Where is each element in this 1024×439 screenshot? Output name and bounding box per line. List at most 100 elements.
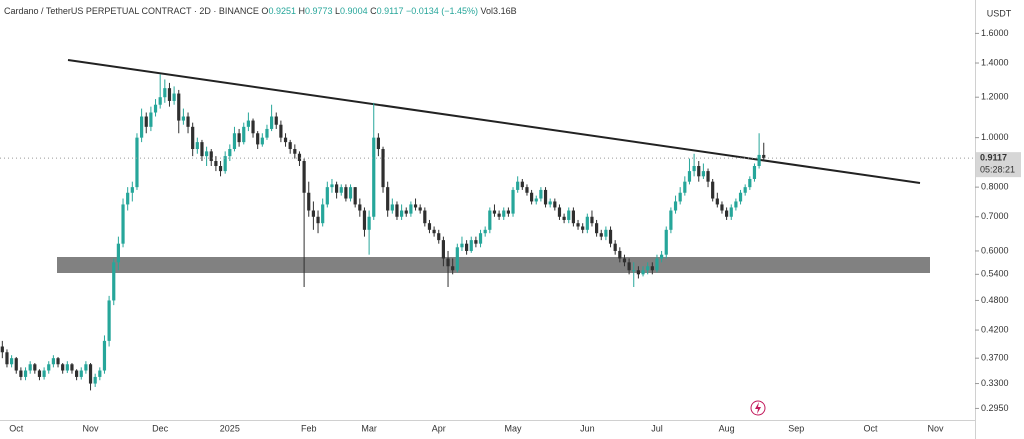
candle-body xyxy=(613,243,617,251)
candle-body xyxy=(88,364,93,384)
candle-body xyxy=(706,171,710,182)
candle-body xyxy=(242,126,246,143)
candle-body xyxy=(84,364,88,371)
candle-body xyxy=(61,364,65,371)
candle-body xyxy=(636,270,640,275)
candle-body xyxy=(437,233,441,241)
x-tick-label: Jun xyxy=(580,423,595,433)
candle-body xyxy=(288,142,292,150)
ohlc-key: H xyxy=(298,6,305,16)
y-tick-label: 1.2000 xyxy=(981,92,1009,102)
candle-body xyxy=(260,137,264,145)
candle-body xyxy=(432,229,436,234)
symbol: Cardano / TetherUS PERPETUAL CONTRACT · … xyxy=(4,6,259,16)
candle-body xyxy=(158,97,162,105)
candle-body xyxy=(738,192,743,202)
candle-body xyxy=(140,116,144,138)
candle-body xyxy=(311,210,315,217)
candle-body xyxy=(673,201,678,211)
candle-body xyxy=(209,151,213,162)
candle-body xyxy=(400,210,404,217)
candle-body xyxy=(590,216,594,224)
candle-body xyxy=(460,243,464,248)
y-tick-label: 0.5400 xyxy=(981,269,1009,279)
candle-body xyxy=(37,370,42,377)
candle-body xyxy=(126,192,130,205)
candle-body xyxy=(279,124,283,138)
candle-body xyxy=(469,240,473,251)
candle-body xyxy=(516,181,520,190)
candle-body xyxy=(632,270,636,272)
volume: Vol3.16B xyxy=(481,6,517,16)
candle-body xyxy=(0,346,4,353)
candle-body xyxy=(427,223,432,230)
candle-body xyxy=(683,181,687,193)
candle-body xyxy=(395,204,399,217)
candle-body xyxy=(492,210,497,214)
candle-body xyxy=(181,116,185,121)
candle-body xyxy=(441,240,445,259)
candle-body xyxy=(390,204,394,211)
candle-body xyxy=(664,229,668,255)
candle-body xyxy=(172,93,176,101)
candle-body xyxy=(748,178,752,188)
candle-body xyxy=(506,210,510,214)
candle-body xyxy=(358,204,362,211)
candle-body xyxy=(451,266,455,271)
candle-body xyxy=(223,156,227,172)
trendline xyxy=(67,59,921,184)
candle-body xyxy=(33,364,37,371)
candle-body xyxy=(539,189,543,199)
candle-body xyxy=(163,88,167,98)
candle-body xyxy=(251,120,255,134)
candle-body xyxy=(228,149,232,157)
candle-body xyxy=(465,243,469,251)
candle-body xyxy=(669,210,673,230)
y-tick-label: 0.7000 xyxy=(981,211,1009,221)
candle-body xyxy=(409,204,413,214)
candle-body xyxy=(711,181,715,199)
x-tick-label: Mar xyxy=(361,423,377,433)
candle-body xyxy=(372,137,376,217)
candle-body xyxy=(557,207,562,217)
candle-body xyxy=(70,364,74,371)
candle-body xyxy=(51,358,55,365)
candle-body xyxy=(232,133,237,150)
y-tick-label: 0.8000 xyxy=(981,182,1009,192)
candle-body xyxy=(404,210,408,214)
candle-body xyxy=(79,370,83,377)
candle-body xyxy=(548,201,552,205)
candle-body xyxy=(734,201,738,208)
ohlc-value: 0.9117 xyxy=(377,6,404,16)
candle-body xyxy=(274,116,278,125)
candle-body xyxy=(697,166,701,177)
candle-body xyxy=(720,204,724,211)
x-tick-label: May xyxy=(505,423,523,433)
candle-body xyxy=(367,216,371,230)
candle-body xyxy=(47,364,51,371)
candle-body xyxy=(270,116,274,129)
candle-body xyxy=(567,210,571,220)
candle-body xyxy=(627,262,631,271)
candle-body xyxy=(608,229,613,244)
candle-body xyxy=(618,250,622,259)
candle-body xyxy=(692,166,696,172)
candle-body xyxy=(256,133,260,145)
candle-body xyxy=(571,210,575,224)
x-tick-label: Oct xyxy=(9,423,24,433)
candle-body xyxy=(386,187,390,211)
candle-body xyxy=(214,161,218,167)
candle-body xyxy=(762,154,766,159)
candle-body xyxy=(655,258,659,271)
ohlc-key: L xyxy=(335,6,340,16)
candle-body xyxy=(376,137,380,150)
ohlc-value: 0.9251 xyxy=(268,6,296,16)
candle-body xyxy=(413,204,418,208)
y-tick-label: 0.3700 xyxy=(981,353,1009,363)
candle-body xyxy=(530,192,534,202)
candle-body xyxy=(205,151,209,157)
candle-body xyxy=(177,93,181,121)
